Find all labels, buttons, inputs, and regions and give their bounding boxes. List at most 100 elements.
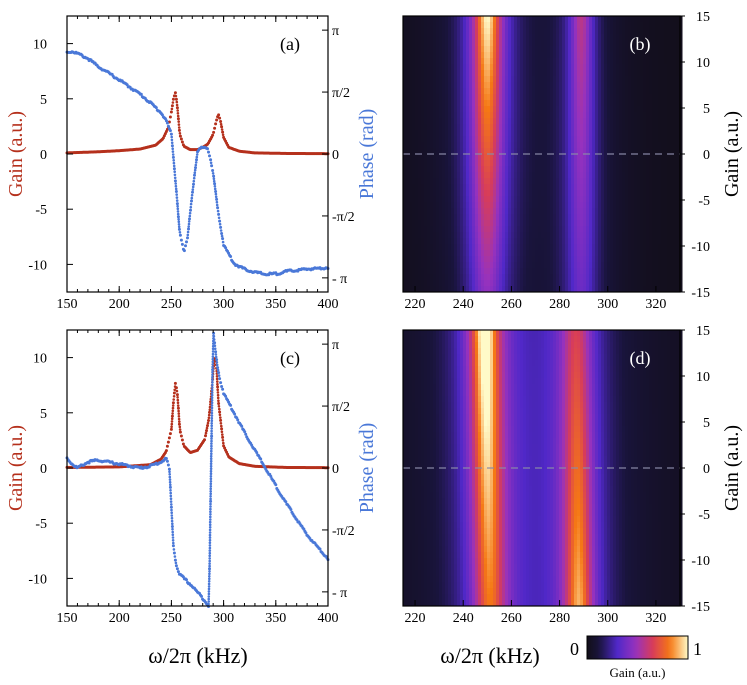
heatmap-cell xyxy=(553,94,557,101)
data-point xyxy=(168,129,172,133)
heatmap-cell xyxy=(457,256,461,263)
heatmap-cell xyxy=(613,274,617,281)
heatmap-cell xyxy=(421,238,425,245)
heatmap-cell xyxy=(610,82,614,89)
heatmap-cell xyxy=(526,40,530,47)
heatmap-cell xyxy=(421,250,425,257)
heatmap-cell xyxy=(478,184,482,191)
heatmap-cell xyxy=(580,274,584,281)
heatmap-cell xyxy=(625,160,629,167)
data-point xyxy=(178,132,182,135)
heatmap-cell xyxy=(562,286,566,293)
heatmap-cell xyxy=(625,178,629,185)
heatmap-cell xyxy=(568,22,572,29)
heatmap-cell xyxy=(538,250,542,257)
heatmap-cell xyxy=(490,160,494,167)
data-point xyxy=(172,395,176,398)
heatmap-cell xyxy=(535,100,539,107)
heatmap-cell xyxy=(457,88,461,95)
heatmap-cell xyxy=(442,82,446,89)
heatmap-cell xyxy=(436,112,440,119)
heatmap-cell xyxy=(505,112,509,119)
heatmap-cell xyxy=(595,94,599,101)
heatmap-cell xyxy=(616,196,620,203)
heatmap-cell xyxy=(574,244,578,251)
data-point xyxy=(166,440,170,444)
heatmap-cell xyxy=(442,220,446,227)
heatmap-cell xyxy=(613,142,617,149)
heatmap-cell xyxy=(487,196,491,203)
heatmap-cell xyxy=(505,190,509,197)
heatmap-cell xyxy=(472,250,476,257)
heatmap-cell xyxy=(532,40,536,47)
heatmap-cell xyxy=(604,76,608,83)
data-point xyxy=(171,539,175,542)
data-point xyxy=(209,495,212,498)
heatmap-cell xyxy=(529,94,533,101)
heatmap-cell xyxy=(439,226,443,233)
data-point xyxy=(289,508,293,511)
heatmap-cell xyxy=(541,166,545,173)
heatmap-cell xyxy=(571,286,575,293)
heatmap-cell xyxy=(526,88,530,95)
heatmap-cell xyxy=(442,94,446,101)
heatmap-cell xyxy=(568,64,572,71)
heatmap-cell xyxy=(592,178,596,185)
heatmap-cell xyxy=(430,94,434,101)
heatmap-cell xyxy=(412,22,416,29)
heatmap-cell xyxy=(418,268,422,275)
heatmap-cell xyxy=(568,196,572,203)
heatmap-cell xyxy=(511,226,515,233)
heatmap-cell xyxy=(463,106,467,113)
heatmap-cell xyxy=(406,112,410,119)
heatmap-cell xyxy=(439,238,443,245)
heatmap-cell xyxy=(619,82,623,89)
heatmap-cell xyxy=(421,196,425,203)
data-point xyxy=(178,430,182,434)
heatmap-cell xyxy=(499,196,503,203)
heatmap-cell xyxy=(472,100,476,107)
heatmap-cell xyxy=(511,118,515,125)
heatmap-cell xyxy=(418,232,422,239)
heatmap-cell xyxy=(601,142,605,149)
heatmap-cell xyxy=(478,40,482,47)
heatmap-cell xyxy=(550,34,554,41)
heatmap-cell xyxy=(610,154,614,161)
heatmap-cell xyxy=(529,130,533,137)
heatmap-cell xyxy=(487,22,491,29)
heatmap-cell xyxy=(403,112,407,119)
heatmap-cell xyxy=(544,244,548,251)
heatmap-cell xyxy=(517,106,521,113)
heatmap-cell xyxy=(442,148,446,155)
data-point xyxy=(168,480,172,484)
heatmap-cell xyxy=(601,124,605,131)
data-point xyxy=(210,427,213,430)
heatmap-cell xyxy=(550,58,554,65)
heatmap-cell xyxy=(565,112,569,119)
heatmap-cell xyxy=(493,232,497,239)
heatmap-cell xyxy=(418,220,422,227)
data-point xyxy=(211,363,214,366)
heatmap-cell xyxy=(529,22,533,29)
heatmap-cell xyxy=(565,40,569,47)
heatmap-cell xyxy=(595,220,599,227)
heatmap-cell xyxy=(418,274,422,281)
heatmap-cell xyxy=(493,154,497,161)
heatmap-cell xyxy=(499,148,503,155)
heatmap-cell xyxy=(589,256,593,263)
heatmap-cell xyxy=(613,154,617,161)
heatmap-cell xyxy=(595,40,599,47)
heatmap-cell xyxy=(448,238,452,245)
heatmap-cell xyxy=(523,100,527,107)
heatmap-cell xyxy=(409,124,413,131)
heatmap-cell xyxy=(502,142,506,149)
heatmap-cell xyxy=(499,262,503,269)
heatmap-cell xyxy=(487,154,491,161)
heatmap-cell xyxy=(475,244,479,251)
data-point xyxy=(214,192,218,196)
heatmap-cell xyxy=(514,166,518,173)
y-right-tick-label: -π/2 xyxy=(332,524,355,539)
heatmap-cell xyxy=(418,64,422,71)
heatmap-cell xyxy=(517,280,521,287)
heatmap-cell xyxy=(466,70,470,77)
